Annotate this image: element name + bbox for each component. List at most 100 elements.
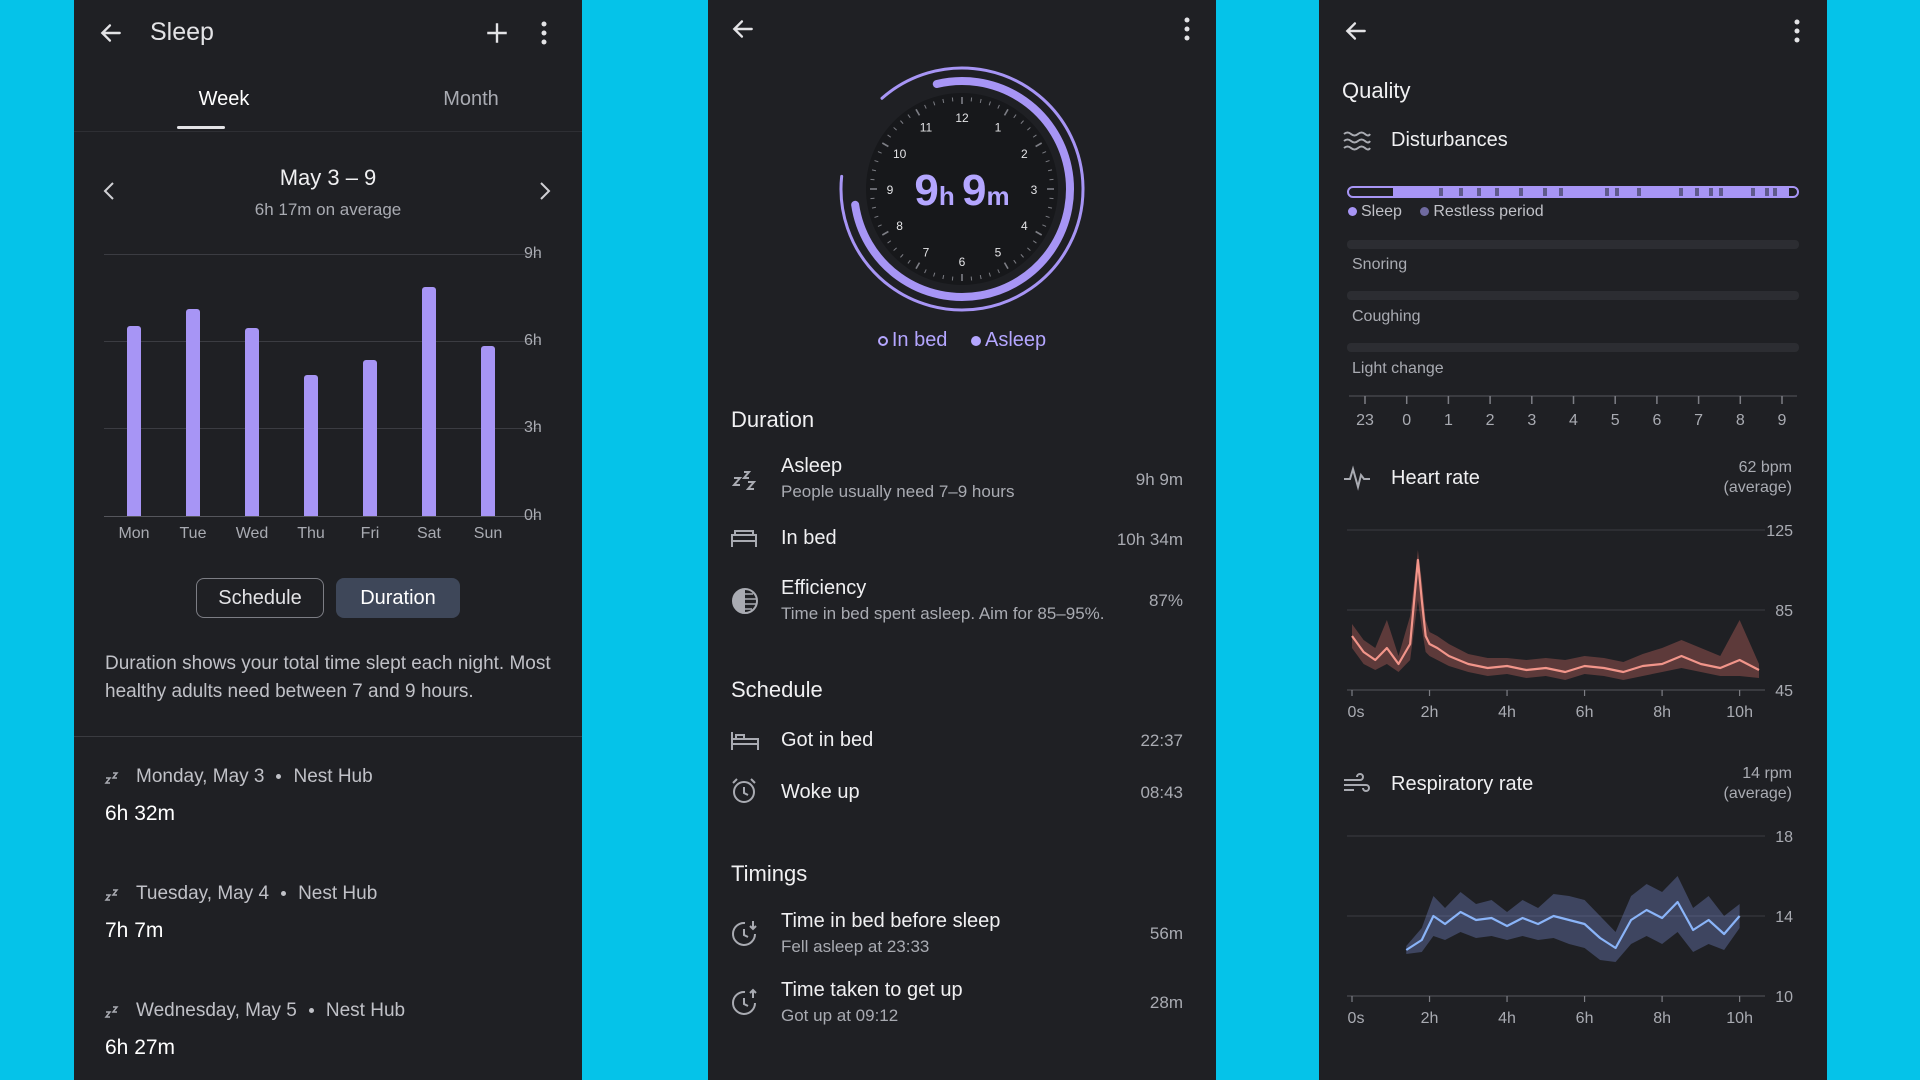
entry-date: Wednesday, May 5 [136,1000,297,1021]
tab-week[interactable]: Week [198,88,250,110]
clock-tick [1047,206,1053,209]
x-tick-label: 4h [1498,1010,1516,1027]
restless-segment [1519,188,1523,196]
bar-fri[interactable] [363,360,377,516]
schedule-toggle-button[interactable]: Schedule [196,578,324,618]
zzz-icon [731,471,757,490]
clock-tick [887,134,892,138]
more-vert-icon[interactable] [1793,18,1801,44]
more-vert-icon[interactable] [540,20,548,46]
sleep-quality-panel: Quality Disturbances Sleep Restless peri… [1319,0,1827,1080]
plus-icon[interactable] [484,20,510,46]
clock-tick [893,247,897,251]
disturbances-title: Disturbances [1391,129,1508,151]
efficiency-icon [732,588,758,614]
x-tick-label: Sat [416,525,441,542]
bar-sat[interactable] [422,287,436,516]
get-up-value: 28m [1149,993,1183,1012]
woke-up-value: 08:43 [1140,783,1183,802]
restless-segment [1637,188,1641,196]
sleep-entry[interactable]: Tuesday, May 4 Nest Hub 7h 7m [74,883,582,983]
in-bed-arc [839,66,1085,312]
hour-tick-label: 9 [1778,412,1787,429]
date-range: May 3 – 9 [279,165,377,190]
sleep-entry[interactable]: Wednesday, May 5 Nest Hub 6h 27m [74,1000,582,1080]
y-tick-label: 0h [524,507,542,524]
disturbance-timeline [1347,186,1799,198]
x-tick-label: 10h [1726,704,1753,721]
average-duration: 6h 17m on average [254,200,402,219]
y-tick-label: 125 [1766,523,1793,540]
back-arrow-icon[interactable] [730,16,756,42]
x-tick-label: 2h [1421,1010,1439,1027]
sleep-entry[interactable]: Monday, May 3 Nest Hub 6h 32m [74,766,582,866]
chevron-left-icon[interactable] [102,180,116,202]
clock-tick [900,254,904,258]
restless-segment [1559,188,1563,196]
heart-rate-chart: 125 85 45 0s 2h 4h 6h 8h 10h [1347,523,1793,721]
got-in-bed-title: Got in bed [781,729,874,751]
clock-tick [988,272,991,277]
bar-mon[interactable] [127,325,141,516]
bar-thu[interactable] [304,374,318,516]
zzz-icon [104,889,119,901]
x-tick-label: 8h [1653,1010,1671,1027]
woke-up-title: Woke up [781,781,860,803]
clock-tick [1042,224,1047,227]
clock-tick [887,240,892,244]
clock-tick [874,215,879,218]
entry-duration: 6h 32m [105,802,176,825]
asleep-title: Asleep [781,455,843,477]
asleep-value: 9h 9m [1135,470,1183,489]
y-tick-label: 10 [1775,989,1793,1006]
clock-tick [1045,215,1050,218]
restless-segment [1679,188,1683,196]
duration-hours-unit: h [938,181,955,211]
bar-tue[interactable] [186,308,200,516]
restless-segment [1543,188,1547,196]
more-vert-icon[interactable] [1183,16,1191,42]
clock-tick [1042,151,1047,154]
zzz-icon [104,772,119,784]
sleep-week-panel: Sleep Week Month May 3 – 9 6h 17m on ave… [74,0,582,1080]
clock-legend: In bed Asleep [708,329,1216,352]
duration-description: Duration shows your total time slept eac… [105,653,551,702]
clock-tick [988,101,991,106]
bed-time-icon [731,732,759,750]
x-tick-label: 10h [1726,1010,1753,1027]
efficiency-subtitle: Time in bed spent asleep. Aim for 85–95%… [781,604,1105,623]
clock-number: 5 [995,245,1002,259]
back-arrow-icon[interactable] [1343,18,1369,44]
restless-segment [1605,188,1609,196]
x-tick-label: Sun [473,525,503,542]
hour-tick-label: 0 [1402,412,1411,429]
clock-tick [997,269,1000,274]
legend-sleep: Sleep [1361,203,1402,220]
clock-tick [907,114,911,119]
clock-number: 7 [923,245,930,259]
duration-minutes-unit: m [986,181,1010,211]
alarm-icon [732,778,756,803]
tab-month[interactable]: Month [443,88,499,110]
bar-sun[interactable] [481,345,495,516]
entry-date: Monday, May 3 [136,766,265,787]
duration-toggle-button[interactable]: Duration [336,578,460,618]
restless-segment [1773,188,1777,196]
chevron-right-icon[interactable] [538,180,552,202]
entry-duration: 6h 27m [105,1036,176,1059]
clock-tick [907,259,911,264]
duration-hours: 9 [914,166,939,215]
clock-tick [871,206,877,209]
bar-wed[interactable] [245,328,259,516]
before-sleep-subtitle: Fell asleep at 23:33 [781,937,930,956]
clock-tick [1020,254,1024,258]
clock-number: 9 [887,183,894,197]
hour-tick-label: 5 [1611,412,1620,429]
legend-asleep: Asleep [985,329,1047,351]
tabs-divider [74,131,582,132]
clock-tick [1047,169,1053,172]
back-arrow-icon[interactable] [98,20,124,46]
efficiency-title: Efficiency [781,577,867,599]
bullet-separator [308,1008,314,1014]
clock-tick [1003,262,1009,270]
